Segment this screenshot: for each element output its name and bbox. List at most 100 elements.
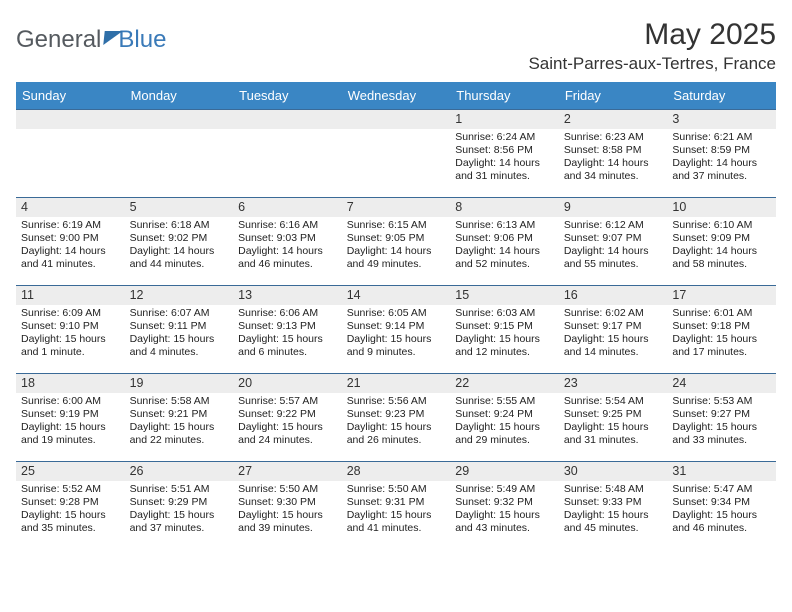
daylight-line: Daylight: 14 hours and 52 minutes. (455, 245, 554, 271)
day-cell (342, 110, 451, 198)
day-details: Sunrise: 6:24 AMSunset: 8:56 PMDaylight:… (450, 129, 559, 186)
day-cell: 10Sunrise: 6:10 AMSunset: 9:09 PMDayligh… (667, 198, 776, 286)
day-number: 29 (450, 462, 559, 481)
dow-friday: Friday (559, 82, 668, 110)
sunrise-line: Sunrise: 6:01 AM (672, 307, 771, 320)
sunrise-line: Sunrise: 6:18 AM (130, 219, 229, 232)
day-cell: 15Sunrise: 6:03 AMSunset: 9:15 PMDayligh… (450, 286, 559, 374)
daylight-line: Daylight: 15 hours and 14 minutes. (564, 333, 663, 359)
week-row: 1Sunrise: 6:24 AMSunset: 8:56 PMDaylight… (16, 110, 776, 198)
sunset-line: Sunset: 9:09 PM (672, 232, 771, 245)
sunset-line: Sunset: 9:18 PM (672, 320, 771, 333)
sunset-line: Sunset: 9:28 PM (21, 496, 120, 509)
week-row: 11Sunrise: 6:09 AMSunset: 9:10 PMDayligh… (16, 286, 776, 374)
day-number: 26 (125, 462, 234, 481)
sunrise-line: Sunrise: 5:55 AM (455, 395, 554, 408)
day-details: Sunrise: 6:13 AMSunset: 9:06 PMDaylight:… (450, 217, 559, 274)
day-cell: 26Sunrise: 5:51 AMSunset: 9:29 PMDayligh… (125, 462, 234, 550)
logo: General Blue (16, 26, 166, 54)
day-number: 5 (125, 198, 234, 217)
daylight-line: Daylight: 15 hours and 1 minute. (21, 333, 120, 359)
sunrise-line: Sunrise: 6:06 AM (238, 307, 337, 320)
day-details: Sunrise: 6:12 AMSunset: 9:07 PMDaylight:… (559, 217, 668, 274)
sunrise-line: Sunrise: 6:02 AM (564, 307, 663, 320)
day-details: Sunrise: 6:15 AMSunset: 9:05 PMDaylight:… (342, 217, 451, 274)
sunset-line: Sunset: 9:27 PM (672, 408, 771, 421)
day-number (16, 110, 125, 129)
day-number: 7 (342, 198, 451, 217)
day-details: Sunrise: 5:50 AMSunset: 9:30 PMDaylight:… (233, 481, 342, 538)
sunset-line: Sunset: 9:11 PM (130, 320, 229, 333)
sunrise-line: Sunrise: 6:24 AM (455, 131, 554, 144)
sunrise-line: Sunrise: 6:19 AM (21, 219, 120, 232)
location-label: Saint-Parres-aux-Tertres, France (528, 54, 776, 74)
logo-text-general: General (16, 26, 101, 54)
day-number: 21 (342, 374, 451, 393)
day-details: Sunrise: 6:03 AMSunset: 9:15 PMDaylight:… (450, 305, 559, 362)
daylight-line: Daylight: 14 hours and 58 minutes. (672, 245, 771, 271)
sunrise-line: Sunrise: 6:07 AM (130, 307, 229, 320)
day-cell: 19Sunrise: 5:58 AMSunset: 9:21 PMDayligh… (125, 374, 234, 462)
day-number: 20 (233, 374, 342, 393)
day-details: Sunrise: 5:48 AMSunset: 9:33 PMDaylight:… (559, 481, 668, 538)
sunrise-line: Sunrise: 5:50 AM (347, 483, 446, 496)
sunset-line: Sunset: 9:17 PM (564, 320, 663, 333)
sunrise-line: Sunrise: 5:48 AM (564, 483, 663, 496)
day-details: Sunrise: 5:57 AMSunset: 9:22 PMDaylight:… (233, 393, 342, 450)
day-details: Sunrise: 5:47 AMSunset: 9:34 PMDaylight:… (667, 481, 776, 538)
day-number (233, 110, 342, 129)
sunset-line: Sunset: 9:15 PM (455, 320, 554, 333)
day-number: 16 (559, 286, 668, 305)
day-cell: 12Sunrise: 6:07 AMSunset: 9:11 PMDayligh… (125, 286, 234, 374)
day-number: 3 (667, 110, 776, 129)
daylight-line: Daylight: 14 hours and 55 minutes. (564, 245, 663, 271)
day-number (342, 110, 451, 129)
day-number: 10 (667, 198, 776, 217)
daylight-line: Daylight: 14 hours and 34 minutes. (564, 157, 663, 183)
sunset-line: Sunset: 9:14 PM (347, 320, 446, 333)
day-details: Sunrise: 5:55 AMSunset: 9:24 PMDaylight:… (450, 393, 559, 450)
day-number: 14 (342, 286, 451, 305)
dow-sunday: Sunday (16, 82, 125, 110)
sunrise-line: Sunrise: 6:10 AM (672, 219, 771, 232)
sunset-line: Sunset: 9:19 PM (21, 408, 120, 421)
sunset-line: Sunset: 9:32 PM (455, 496, 554, 509)
sunset-line: Sunset: 8:59 PM (672, 144, 771, 157)
day-number: 8 (450, 198, 559, 217)
dow-saturday: Saturday (667, 82, 776, 110)
day-cell: 24Sunrise: 5:53 AMSunset: 9:27 PMDayligh… (667, 374, 776, 462)
daylight-line: Daylight: 15 hours and 33 minutes. (672, 421, 771, 447)
sunrise-line: Sunrise: 5:47 AM (672, 483, 771, 496)
daylight-line: Daylight: 15 hours and 41 minutes. (347, 509, 446, 535)
day-cell: 1Sunrise: 6:24 AMSunset: 8:56 PMDaylight… (450, 110, 559, 198)
day-number: 24 (667, 374, 776, 393)
sunset-line: Sunset: 9:00 PM (21, 232, 120, 245)
sunset-line: Sunset: 9:24 PM (455, 408, 554, 421)
day-number: 2 (559, 110, 668, 129)
day-cell: 6Sunrise: 6:16 AMSunset: 9:03 PMDaylight… (233, 198, 342, 286)
daylight-line: Daylight: 15 hours and 4 minutes. (130, 333, 229, 359)
daylight-line: Daylight: 15 hours and 12 minutes. (455, 333, 554, 359)
daylight-line: Daylight: 15 hours and 17 minutes. (672, 333, 771, 359)
day-cell: 8Sunrise: 6:13 AMSunset: 9:06 PMDaylight… (450, 198, 559, 286)
day-details: Sunrise: 6:18 AMSunset: 9:02 PMDaylight:… (125, 217, 234, 274)
day-number: 15 (450, 286, 559, 305)
daylight-line: Daylight: 15 hours and 29 minutes. (455, 421, 554, 447)
sunset-line: Sunset: 9:29 PM (130, 496, 229, 509)
sunset-line: Sunset: 9:03 PM (238, 232, 337, 245)
sunset-line: Sunset: 9:13 PM (238, 320, 337, 333)
day-details: Sunrise: 5:54 AMSunset: 9:25 PMDaylight:… (559, 393, 668, 450)
day-number: 9 (559, 198, 668, 217)
sunrise-line: Sunrise: 6:12 AM (564, 219, 663, 232)
day-cell: 27Sunrise: 5:50 AMSunset: 9:30 PMDayligh… (233, 462, 342, 550)
calendar-body: 1Sunrise: 6:24 AMSunset: 8:56 PMDaylight… (16, 110, 776, 550)
sunrise-line: Sunrise: 6:05 AM (347, 307, 446, 320)
day-details: Sunrise: 6:16 AMSunset: 9:03 PMDaylight:… (233, 217, 342, 274)
day-details: Sunrise: 6:02 AMSunset: 9:17 PMDaylight:… (559, 305, 668, 362)
sunset-line: Sunset: 9:06 PM (455, 232, 554, 245)
daylight-line: Daylight: 15 hours and 26 minutes. (347, 421, 446, 447)
sunrise-line: Sunrise: 5:52 AM (21, 483, 120, 496)
daylight-line: Daylight: 15 hours and 19 minutes. (21, 421, 120, 447)
day-details: Sunrise: 6:10 AMSunset: 9:09 PMDaylight:… (667, 217, 776, 274)
sunrise-line: Sunrise: 6:13 AM (455, 219, 554, 232)
